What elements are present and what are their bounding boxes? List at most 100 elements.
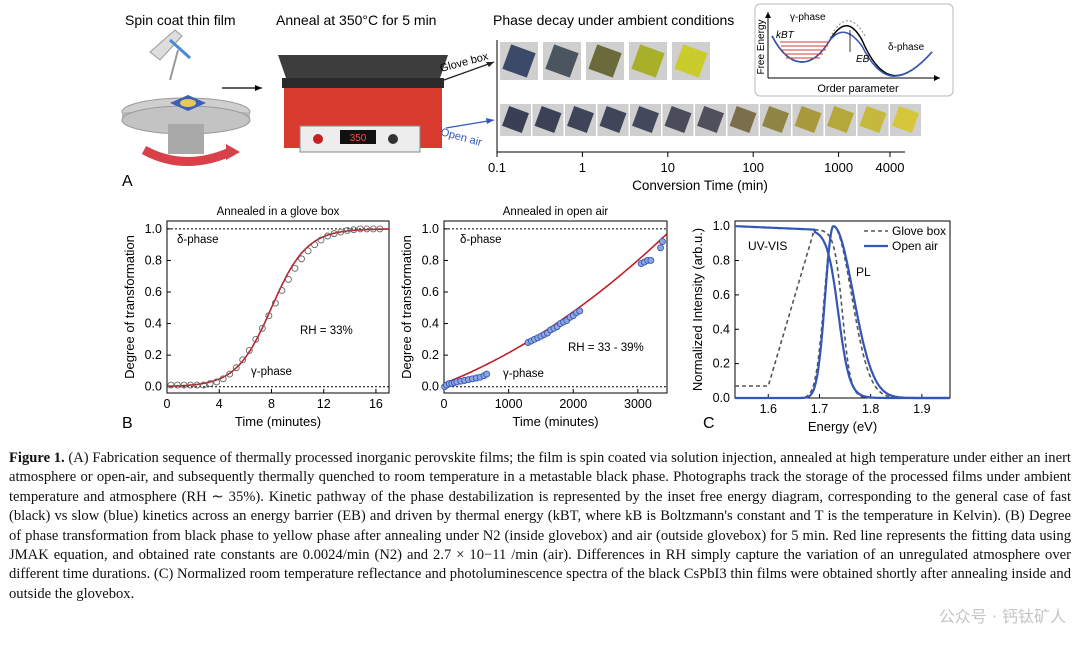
hotplate-display: 350 <box>350 133 367 144</box>
data-point <box>271 299 279 307</box>
data-point <box>173 381 181 389</box>
film-sample-openair <box>892 106 919 133</box>
timeline-tick-label: 10 <box>661 160 675 175</box>
y-tick-label: 0.0 <box>422 380 439 394</box>
y-tick-label: 0.4 <box>145 317 162 331</box>
timeline-tick-label: 100 <box>742 160 764 175</box>
data-point <box>659 238 666 245</box>
data-point <box>330 230 338 238</box>
y-tick-label: 1.0 <box>422 222 439 236</box>
annotation-delta: δ-phase <box>177 234 219 246</box>
data-point <box>258 324 266 332</box>
annotation-rh: RH = 33 - 39% <box>568 342 644 354</box>
annotation-gamma: γ-phase <box>503 368 544 380</box>
film-sample-openair <box>599 106 627 133</box>
data-point <box>226 370 234 378</box>
data-point <box>298 255 305 263</box>
data-point <box>337 228 345 236</box>
y-tick-label: 0.8 <box>145 253 162 267</box>
x-tick-label: 1.9 <box>913 402 930 416</box>
data-point <box>343 227 351 234</box>
data-point <box>369 225 377 233</box>
y-axis-label: Normalized Intensity (arb.u.) <box>690 228 705 391</box>
step2-label: Anneal at 350°C for 5 min <box>276 12 436 28</box>
x-tick-label: 1.6 <box>760 402 777 416</box>
x-tick-label: 0 <box>164 397 171 411</box>
figure-graphics: Spin coat thin film Anneal at 350°C for … <box>121 3 954 434</box>
inset-delta-label: δ-phase <box>888 42 925 53</box>
x-tick-label: 12 <box>317 397 331 411</box>
annotation-rh: RH = 33% <box>300 325 353 337</box>
spin-coater-illustration <box>121 29 251 166</box>
fit-curve <box>166 228 389 388</box>
y-tick-label: 0.6 <box>145 285 162 299</box>
series-glovebox-uvvis <box>735 228 950 399</box>
plot-frame <box>166 220 390 394</box>
film-sample-glovebox <box>502 44 536 78</box>
inset-gamma-label: γ-phase <box>790 12 826 23</box>
inset-eb-label: EB <box>856 54 870 65</box>
y-tick-label: 0.4 <box>713 322 730 336</box>
caption-figure-label: Figure 1. <box>9 450 65 466</box>
film-sample-openair <box>664 106 692 133</box>
y-tick-label: 1.0 <box>145 222 162 236</box>
y-tick-label: 0.6 <box>713 288 730 302</box>
film-sample-openair <box>794 106 822 133</box>
fit-curve <box>443 233 668 385</box>
x-tick-label: 16 <box>369 397 383 411</box>
x-tick-label: 8 <box>268 397 275 411</box>
film-sample-glovebox <box>674 44 708 78</box>
data-point <box>232 364 240 372</box>
film-sample-openair <box>632 106 659 133</box>
data-point <box>206 380 214 387</box>
y-tick-label: 1.0 <box>713 219 730 233</box>
legend-label-openair: Open air <box>892 239 938 253</box>
film-sample-openair <box>827 106 854 133</box>
timeline-label: Conversion Time (min) <box>632 178 768 193</box>
legend-label-glovebox: Glove box <box>892 224 946 238</box>
caption-text: (A) Fabrication sequence of thermally pr… <box>9 450 1071 602</box>
film-photos <box>500 42 921 136</box>
plot-frame <box>443 220 668 394</box>
step3-label: Phase decay under ambient conditions <box>493 12 734 28</box>
inset-kbt-label: kBT <box>776 30 795 41</box>
figure-caption: Figure 1. (A) Fabrication sequence of th… <box>9 449 1071 604</box>
data-point <box>167 381 175 389</box>
chart-title: Annealed in a glove box <box>217 206 340 218</box>
conversion-time-axis: 0.1 1 10 100 1000 4000 <box>488 40 905 175</box>
x-tick-label: 0 <box>441 397 448 411</box>
chart-title: Annealed in open air <box>503 206 609 218</box>
x-axis-label: Time (minutes) <box>235 414 321 429</box>
data-point <box>252 335 260 343</box>
y-tick-label: 0.2 <box>713 357 730 371</box>
film-sample-glovebox <box>588 44 622 78</box>
panel-b-letter: B <box>122 415 133 432</box>
y-axis-label: Degree of transformation <box>399 235 414 379</box>
y-tick-label: 0.2 <box>422 348 439 362</box>
timeline-tick-label: 0.1 <box>488 160 506 175</box>
data-point <box>193 381 201 389</box>
data-point <box>278 286 286 294</box>
x-tick-label: 3000 <box>624 397 652 411</box>
data-point <box>647 256 655 264</box>
data-point <box>180 381 188 389</box>
step1-label: Spin coat thin film <box>125 12 236 28</box>
data-point <box>311 241 319 249</box>
plot-frame <box>734 220 951 399</box>
data-point <box>324 232 332 240</box>
glovebox-label: Glove box <box>439 50 490 75</box>
film-sample-openair <box>502 106 529 133</box>
data-point <box>317 236 325 244</box>
inset-xlabel: Order parameter <box>817 83 899 95</box>
openair-label: Open air <box>439 126 483 149</box>
data-point <box>284 275 292 283</box>
chart-openair: 0 1000 2000 3000 0.0 0.2 0.4 0.6 0.8 1.0 Time (min… <box>399 206 668 429</box>
chart-spectra: 1.6 1.7 1.8 1.9 0.0 0.2 0.4 0.6 0.8 1.0 Energy (eV… <box>690 219 951 434</box>
timeline-tick-label: 1000 <box>824 160 853 175</box>
annotation-pl: PL <box>856 265 871 279</box>
panel-c-letter: C <box>703 415 715 432</box>
annotation-gamma: γ-phase <box>251 366 292 378</box>
x-tick-label: 1.8 <box>862 402 879 416</box>
y-tick-label: 0.0 <box>145 380 162 394</box>
y-tick-label: 0.6 <box>422 285 439 299</box>
